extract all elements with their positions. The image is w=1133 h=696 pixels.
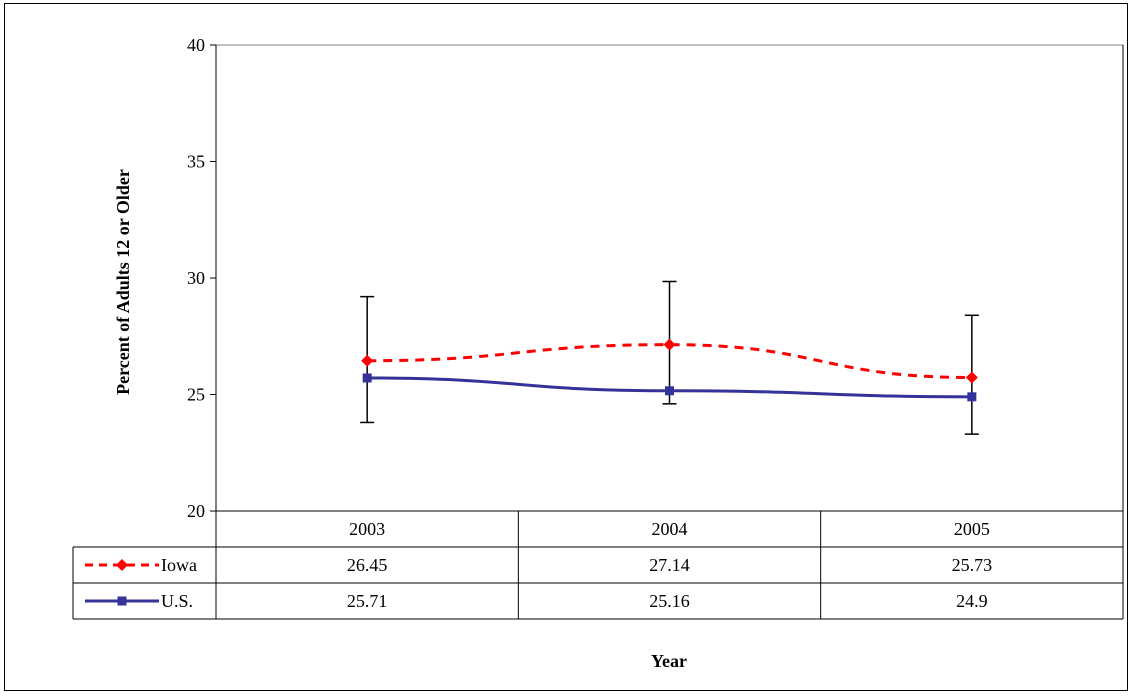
data-point-diamond [361,354,374,367]
markers [361,338,978,402]
plot-area [215,44,1124,512]
data-point-diamond [663,338,676,351]
y-tick-label: 40 [187,35,205,55]
data-point-square [665,386,674,396]
legend-diamond-marker [116,559,128,571]
table-value-cell: 24.9 [956,591,988,611]
x-axis-title: Year [651,651,687,671]
x-category-label: 2003 [349,519,385,539]
table-value-cell: 25.16 [649,591,690,611]
data-table: 2003 2004 2005 Iowa 26.45 27.14 25.73 U.S. 25.71… [72,45,1124,620]
table-value-cell: 26.45 [347,555,388,575]
plot-border [215,44,1124,512]
chart-frame: 20 25 30 35 40 2003 2004 2005 Iowa 26.45 27.14 25.… [4,3,1128,691]
legend-label: Iowa [161,555,197,575]
y-tick-label: 25 [187,385,205,405]
table-value-cell: 25.71 [347,591,388,611]
y-tick-label: 35 [187,152,205,172]
x-category-label: 2005 [954,519,990,539]
table-value-cell: 27.14 [649,555,690,575]
data-point-square [362,373,372,383]
y-axis-title: Percent of Adults 12 or Older [113,169,133,395]
y-axis: 20 25 30 35 40 [187,35,217,521]
x-category-label: 2004 [652,519,688,539]
legend-label: U.S. [161,591,193,611]
series-line-iowa [367,343,972,379]
table-value-cell: 25.73 [952,555,993,575]
legend-square-marker [117,596,127,606]
y-tick-label: 20 [187,501,205,521]
data-point-diamond [965,371,978,384]
data-point-square [967,392,977,402]
y-tick-label: 30 [187,268,205,288]
line-chart: 20 25 30 35 40 2003 2004 2005 Iowa 26.45 27.14 25.… [72,35,1124,671]
